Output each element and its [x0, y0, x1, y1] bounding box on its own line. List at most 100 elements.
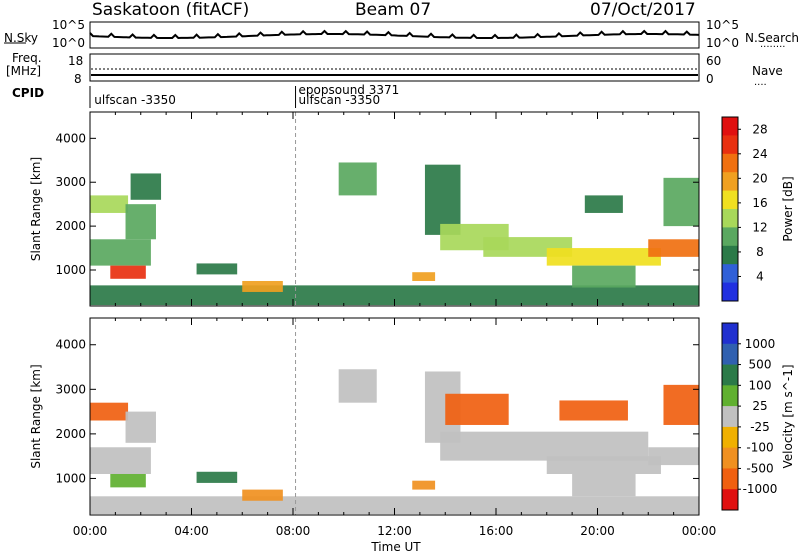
colorbar-tick-label: -100 — [746, 441, 773, 455]
colorbar-segment — [722, 209, 738, 228]
colorbar-segment — [722, 406, 738, 428]
data-cell — [196, 263, 238, 275]
y-tick-label: 2000 — [55, 219, 86, 233]
x-axis-title: Time UT — [370, 540, 421, 554]
nsky-tick-bottom: 10^0 — [52, 36, 85, 50]
data-cell — [90, 195, 129, 213]
colorbar-segment — [722, 323, 738, 345]
y-tick-label: 3000 — [55, 382, 86, 396]
y-tick-label: 4000 — [55, 338, 86, 352]
cpid-entry: epopsound 3371 — [299, 83, 400, 97]
colorbar-segment — [722, 364, 738, 386]
data-cell — [424, 164, 461, 235]
data-cell — [130, 173, 162, 200]
colorbar-segment — [722, 468, 738, 490]
y-axis-title: Slant Range [km] — [29, 157, 43, 261]
colorbar-tick-label: 28 — [752, 122, 767, 136]
data-cell — [125, 204, 156, 240]
colorbar-segment — [722, 153, 738, 173]
data-cell — [546, 456, 661, 474]
colorbar-tick-label: 8 — [756, 245, 764, 259]
cpid-entry: ulfscan -3350 — [94, 93, 176, 107]
nave-tick-bottom: 0 — [706, 72, 714, 86]
colorbar-tick-label: 25 — [752, 399, 767, 413]
x-tick-label: 00:00 — [682, 524, 717, 538]
svg-text:........: ........ — [760, 39, 785, 50]
beam-label: Beam 07 — [355, 0, 432, 20]
x-tick-label: 08:00 — [276, 524, 311, 538]
data-cell — [90, 447, 151, 474]
time-axis: 00:00 04:00 08:00 12:00 16:00 20:00 00:00 — [73, 524, 717, 538]
freq-tick-top: 18 — [68, 54, 83, 68]
data-cell — [663, 177, 699, 227]
power-panel: 1000 2000 3000 4000 Slant Range [km] 4 8 12 16 20… — [29, 111, 795, 307]
colorbar-segment — [722, 489, 738, 511]
colorbar-segment — [722, 227, 738, 247]
data-cell — [196, 471, 238, 483]
station-title: Saskatoon (fitACF) — [92, 0, 250, 20]
colorbar-tick-label: 4 — [756, 269, 764, 283]
colorbar-segment — [722, 282, 738, 302]
data-cell — [663, 384, 699, 425]
colorbar-tick-label: 100 — [749, 378, 772, 392]
noise-strip: ........ — [4, 21, 785, 50]
colorbar-segment — [722, 343, 738, 366]
nave-label: Nave — [752, 64, 783, 78]
cpid-label: CPID — [12, 86, 45, 100]
colorbar-segment — [722, 172, 738, 192]
colorbar-tick-label: 16 — [752, 196, 767, 210]
velocity-panel: 1000 2000 3000 4000 Slant Range [km] 1000 500 1… — [29, 317, 795, 516]
y-tick-label: 1000 — [55, 471, 86, 485]
data-cell — [110, 265, 146, 279]
colorbar-segment — [722, 245, 738, 265]
colorbar-tick-label: -1000 — [743, 482, 778, 496]
colorbar-segment — [722, 385, 738, 407]
data-cell — [572, 265, 636, 288]
data-cell — [110, 473, 146, 488]
freq-label: Freq. — [12, 51, 42, 65]
nsky-label: N.Sky — [4, 31, 39, 45]
data-cell — [125, 411, 156, 443]
nsky-tick-top: 10^5 — [52, 18, 85, 32]
data-cell — [546, 248, 661, 266]
nave-tick-top: 60 — [706, 54, 721, 68]
svg-text:....: .... — [754, 77, 767, 88]
y-tick-label: 2000 — [55, 427, 86, 441]
date-label: 07/Oct/2017 — [590, 0, 696, 20]
colorbar-segment — [722, 426, 738, 449]
nsearch-tick-top: 10^5 — [706, 18, 739, 32]
freq-tick-bottom: 8 — [74, 72, 82, 86]
colorbar-segment — [722, 117, 738, 136]
data-cell — [242, 489, 283, 501]
colorbar-tick-label: 1000 — [745, 337, 776, 351]
colorbar-title: Power [dB] — [781, 176, 795, 241]
colorbar-title: Velocity [m s^-1] — [781, 364, 795, 468]
colorbar-segment — [722, 190, 738, 210]
colorbar-segment — [722, 264, 738, 284]
data-cell — [242, 280, 283, 292]
data-cell — [440, 431, 649, 461]
mhz-label: [MHz] — [6, 64, 42, 78]
data-cell — [648, 447, 699, 466]
x-tick-label: 00:00 — [73, 524, 108, 538]
colorbar-frame — [721, 116, 739, 302]
data-cell — [90, 239, 151, 266]
x-tick-label: 16:00 — [479, 524, 514, 538]
freq-strip: .... — [89, 53, 767, 88]
x-tick-label: 12:00 — [377, 524, 412, 538]
y-tick-label: 1000 — [55, 263, 86, 277]
data-cell — [412, 480, 436, 490]
colorbar-tick-label: 500 — [749, 358, 772, 372]
data-cell — [572, 473, 636, 497]
x-tick-label: 04:00 — [174, 524, 209, 538]
data-cell — [90, 402, 129, 421]
colorbar-frame — [721, 322, 739, 511]
y-tick-label: 4000 — [55, 131, 86, 145]
noise-line — [89, 29, 700, 40]
y-axis-title: Slant Range [km] — [29, 364, 43, 468]
nsearch-label: N.Search — [745, 31, 800, 45]
colorbar-segment — [722, 447, 738, 469]
colorbar-tick-label: 20 — [752, 171, 767, 185]
